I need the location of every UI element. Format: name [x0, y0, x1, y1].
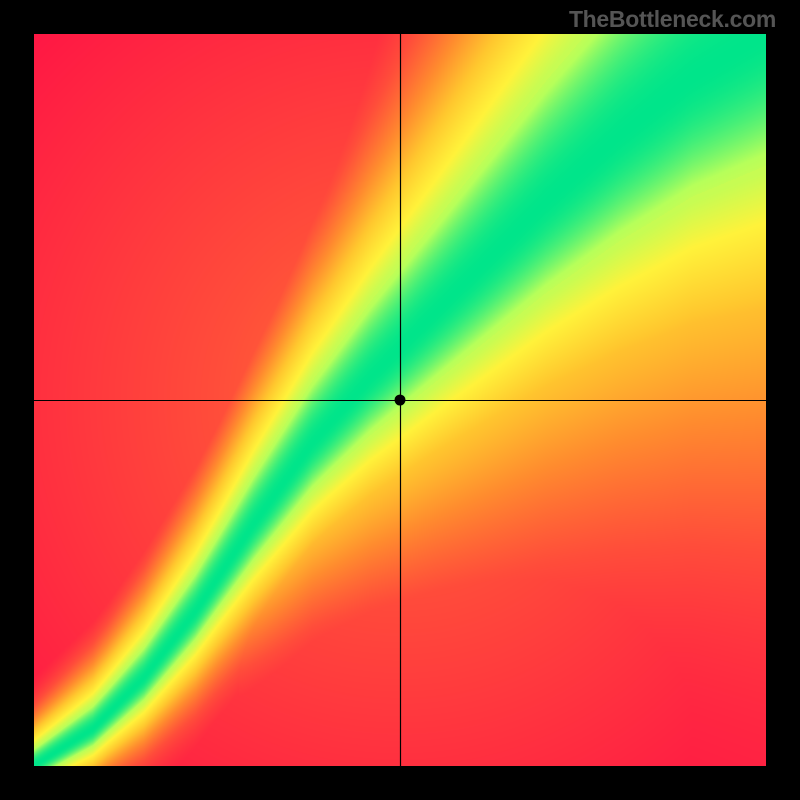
heatmap-canvas	[0, 0, 800, 800]
watermark-text: TheBottleneck.com	[569, 6, 776, 33]
chart-container: TheBottleneck.com	[0, 0, 800, 800]
